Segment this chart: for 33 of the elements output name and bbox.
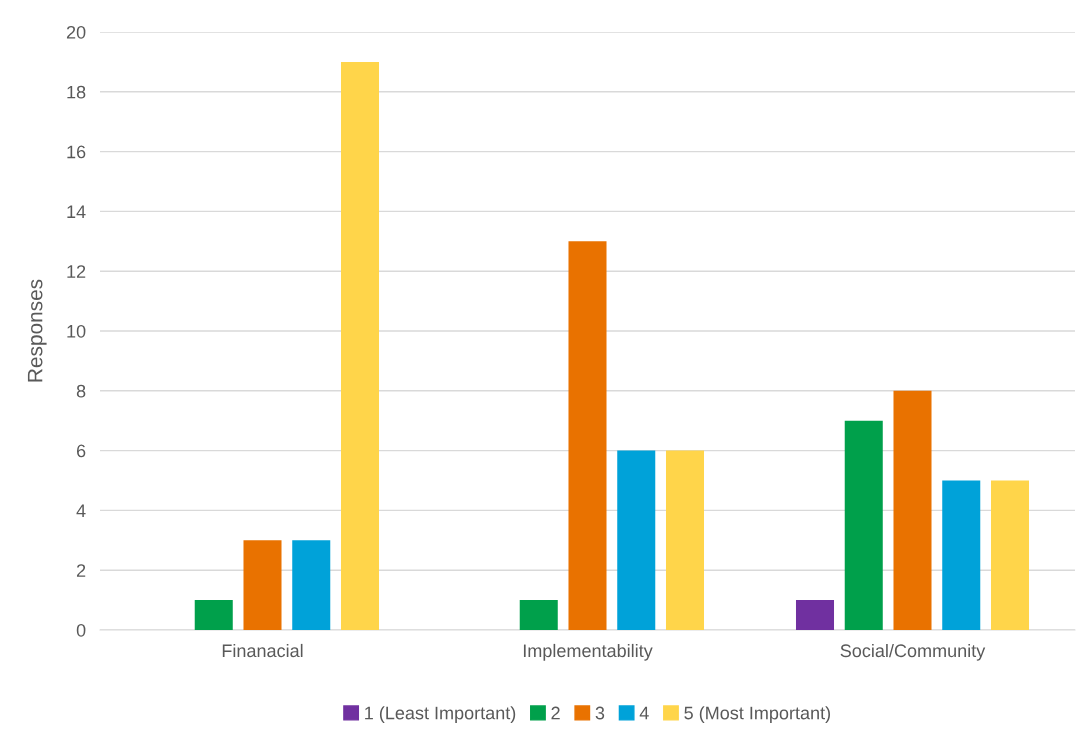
- legend-label: 4: [639, 706, 649, 720]
- legend-label: 3: [595, 706, 605, 720]
- bar: [568, 241, 607, 630]
- y-tick-label: 14: [67, 205, 86, 218]
- bar: [893, 390, 932, 630]
- bar: [292, 540, 331, 630]
- y-tick-label: 2: [76, 564, 86, 577]
- bar: [617, 450, 656, 630]
- bar: [844, 420, 883, 630]
- y-tick-label: 18: [67, 85, 86, 99]
- bar: [519, 600, 558, 630]
- y-axis-title: Responses: [27, 279, 47, 382]
- y-tick-label: 0: [76, 623, 86, 637]
- x-tick-label: Social/Community: [840, 643, 986, 661]
- bar: [942, 480, 981, 630]
- bar: [665, 450, 705, 630]
- x-tick-label: Implementability: [523, 643, 653, 661]
- legend-label: 1 (Least Important): [365, 706, 516, 723]
- y-tick-label: 12: [67, 265, 86, 278]
- y-tick-label: 20: [66, 25, 86, 39]
- bar: [990, 480, 1030, 630]
- bar: [340, 61, 380, 630]
- y-tick-label: 8: [76, 384, 86, 398]
- x-tick-label: Finanacial: [222, 643, 303, 658]
- bar: [243, 540, 282, 630]
- legend-label: 2: [551, 706, 560, 720]
- y-tick-label: 4: [76, 504, 86, 517]
- bar: [795, 600, 835, 630]
- legend-label: 5 (Most Important): [684, 706, 830, 723]
- bar: [194, 600, 233, 630]
- y-tick-label: 10: [67, 324, 86, 338]
- y-tick-label: 6: [76, 444, 86, 458]
- y-tick-label: 16: [67, 145, 86, 159]
